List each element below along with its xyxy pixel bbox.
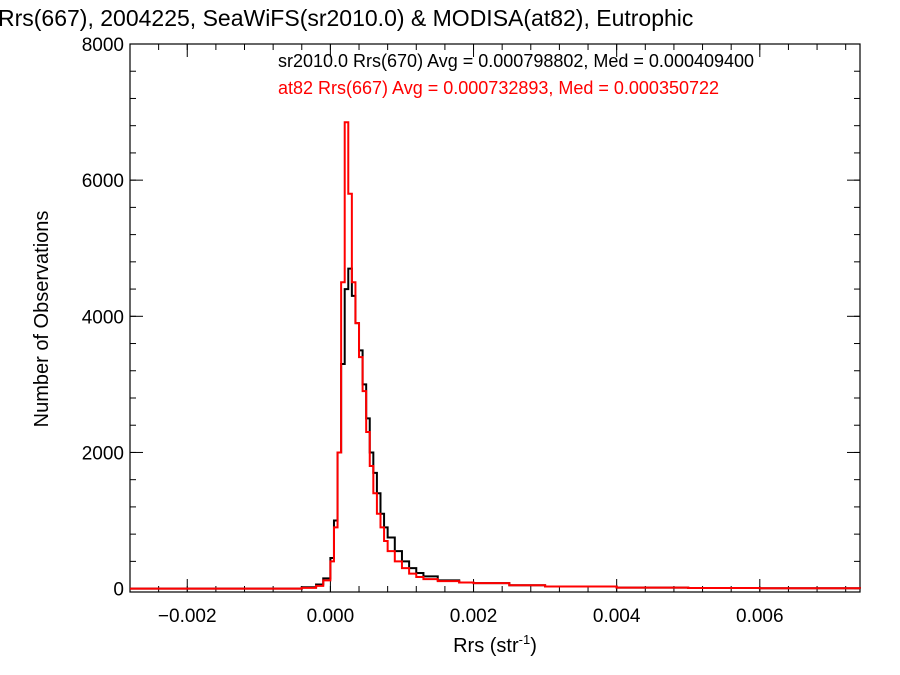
plot-area: 0 2000 4000 6000 8000 −0.002 0.000 0.002 0.004 0.…	[82, 35, 861, 627]
legend-entry: at82 Rrs(667) Avg = 0.000732893, Med = 0…	[278, 78, 719, 98]
plot-frame	[129, 43, 861, 593]
x-axis-label: Rrs (str-1)	[453, 632, 537, 657]
y-tick-label: 4000	[82, 307, 124, 328]
x-axis-label-end: )	[530, 635, 537, 657]
x-axis-label-superscript: -1	[519, 632, 531, 647]
legend-entry: sr2010.0 Rrs(670) Avg = 0.000798802, Med…	[278, 51, 754, 71]
x-axis-label-main: Rrs (str	[453, 635, 519, 657]
y-tick-label: 6000	[82, 171, 124, 192]
x-tick-label: 0.004	[593, 606, 641, 627]
series-line-at82	[130, 121, 861, 590]
chart-title: Rrs(667), 2004225, SeaWiFS(sr2010.0) & M…	[0, 5, 693, 31]
y-tick-label: 2000	[82, 443, 124, 464]
legend: sr2010.0 Rrs(670) Avg = 0.000798802, Med…	[278, 51, 754, 98]
y-tick-label: 8000	[82, 35, 124, 56]
series-line-sr2010	[130, 267, 861, 590]
x-tick-label: 0.002	[450, 606, 498, 627]
y-axis-label: Number of Observations	[31, 211, 53, 428]
x-tick-label: −0.002	[158, 606, 217, 627]
x-tick-label: 0.006	[736, 606, 784, 627]
y-tick-label: 0	[113, 580, 124, 601]
x-tick-label: 0.000	[307, 606, 355, 627]
